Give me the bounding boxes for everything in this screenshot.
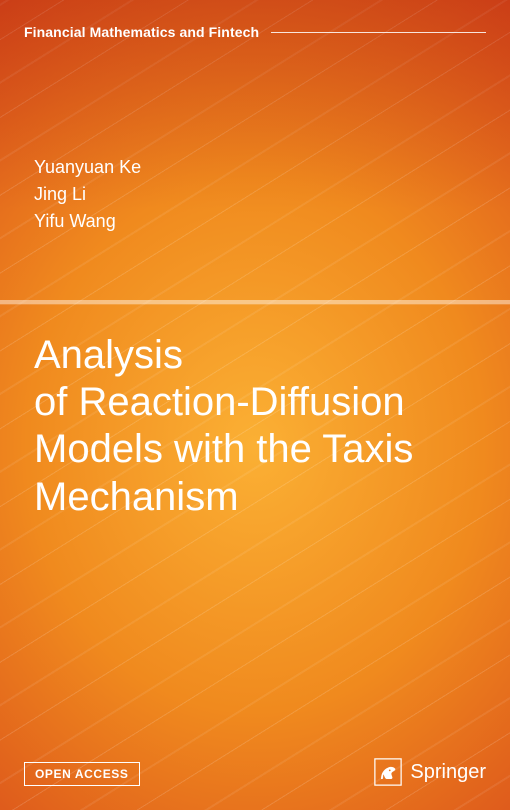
book-cover: Financial Mathematics and Fintech Yuanyu… bbox=[0, 0, 510, 810]
top-region: Financial Mathematics and Fintech Yuanyu… bbox=[0, 0, 510, 300]
author-name: Yuanyuan Ke bbox=[34, 154, 480, 181]
title-line: Mechanism bbox=[34, 474, 480, 521]
title-line: Analysis bbox=[34, 332, 480, 379]
title-line: of Reaction-Diffusion bbox=[34, 379, 480, 426]
series-rule bbox=[271, 32, 486, 33]
series-label: Financial Mathematics and Fintech bbox=[24, 24, 259, 40]
authors-block: Yuanyuan Ke Jing Li Yifu Wang bbox=[34, 154, 480, 235]
publisher-name: Springer bbox=[410, 761, 486, 784]
bottom-bar: OPEN ACCESS Springer bbox=[24, 758, 486, 786]
author-name: Jing Li bbox=[34, 181, 480, 208]
publisher-block: Springer bbox=[374, 758, 486, 786]
title-block: Analysis of Reaction-Diffusion Models wi… bbox=[34, 332, 480, 521]
section-divider bbox=[0, 300, 510, 304]
author-name: Yifu Wang bbox=[34, 208, 480, 235]
springer-horse-icon bbox=[374, 758, 402, 786]
title-line: Models with the Taxis bbox=[34, 426, 480, 473]
series-bar: Financial Mathematics and Fintech bbox=[24, 24, 486, 40]
open-access-badge: OPEN ACCESS bbox=[24, 762, 140, 786]
